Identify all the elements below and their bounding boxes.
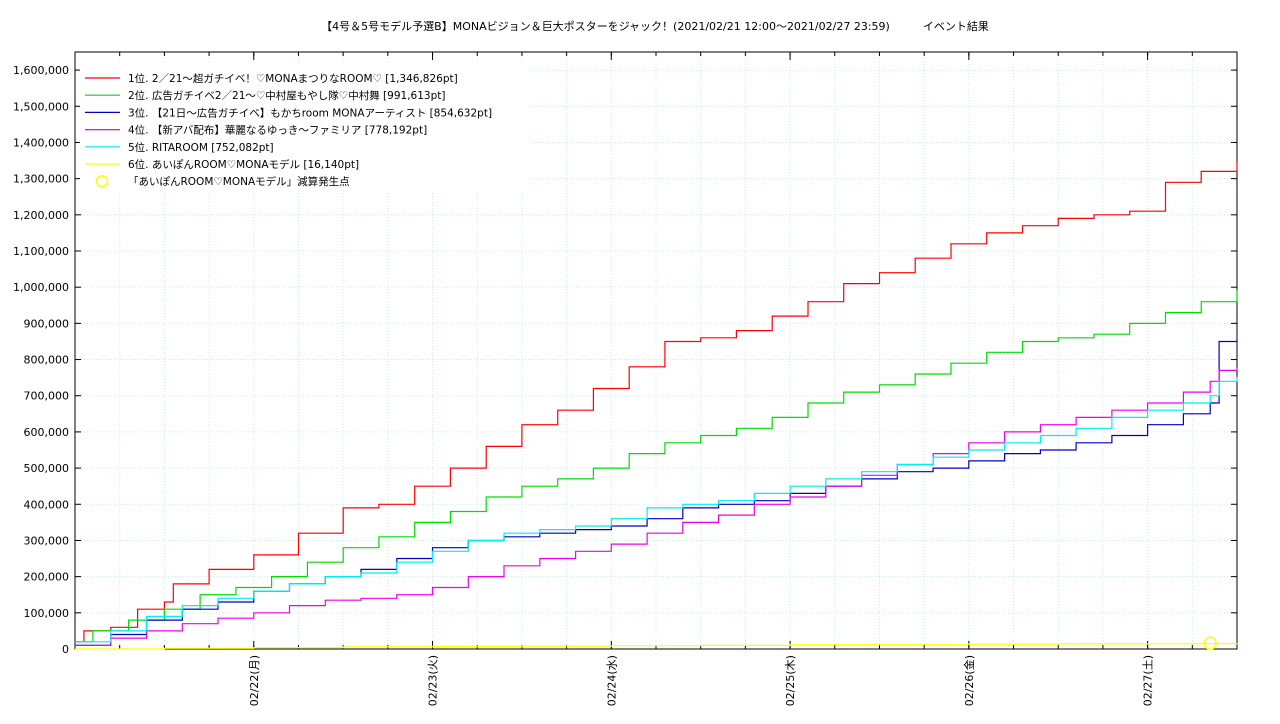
axes: 0 100,000 200,000 300,000 400,000 500,000 600,… xyxy=(13,51,1238,706)
y-tick-label: 1,400,000 xyxy=(13,136,69,149)
y-tick-label: 500,000 xyxy=(24,462,70,475)
y-tick-label: 1,100,000 xyxy=(13,245,69,258)
legend: 1位. 2／21〜超ガチイベ！♡MONAまつりなROOM♡ [1,346,826… xyxy=(80,64,530,192)
annotations xyxy=(1203,636,1217,650)
legend-label: 4位. 【新アバ配布】華麗なるゆっき〜ファミリア [778,192pt] xyxy=(128,124,427,137)
legend-marker xyxy=(95,174,109,188)
y-tick-label: 1,600,000 xyxy=(13,64,69,77)
series-line-5 xyxy=(75,376,1238,643)
annotation-marker xyxy=(1203,636,1217,650)
series-line-6 xyxy=(75,643,1238,650)
series-line-1 xyxy=(75,161,1238,643)
legend-background xyxy=(80,64,530,192)
x-tick-label: 02/27(土) xyxy=(1142,655,1155,706)
plot-frame xyxy=(74,51,1238,650)
x-tick-label: 02/26(金) xyxy=(962,655,976,706)
y-tick-label: 600,000 xyxy=(24,426,70,439)
y-tick-label: 900,000 xyxy=(24,317,70,330)
x-tick-label: 02/22(月) xyxy=(248,655,261,706)
y-tick-label: 400,000 xyxy=(24,498,70,511)
y-tick-label: 1,200,000 xyxy=(13,209,69,222)
y-tick-label: 200,000 xyxy=(24,571,70,584)
y-tick-label: 800,000 xyxy=(24,354,70,367)
y-tick-label: 100,000 xyxy=(24,607,70,620)
y-tick-label: 0 xyxy=(62,643,69,656)
y-tick-label: 1,500,000 xyxy=(13,100,69,113)
series-line-2 xyxy=(75,290,1238,643)
y-tick-label: 1,300,000 xyxy=(13,173,69,186)
x-tick-label: 02/25(木) xyxy=(784,655,797,706)
legend-label: 6位. あいぽんROOM♡MONAモデル [16,140pt] xyxy=(128,158,359,171)
series-line-4 xyxy=(75,367,1238,646)
x-tick-label: 02/24(水) xyxy=(605,655,618,706)
legend-label: 「あいぽんROOM♡MONAモデル」減算発生点 xyxy=(128,175,350,188)
chart-title: 【4号＆5号モデル予選B】MONAビジョン＆巨大ポスターをジャック！(2021/… xyxy=(321,19,989,33)
y-tick-label: 300,000 xyxy=(24,534,70,547)
y-tick-label: 700,000 xyxy=(24,390,70,403)
series-lines xyxy=(75,161,1238,650)
legend-label: 2位. 広告ガチイベ2／21〜♡中村屋もやし隊♡中村舞 [991,613pt] xyxy=(128,89,445,102)
legend-label: 1位. 2／21〜超ガチイベ！♡MONAまつりなROOM♡ [1,346,826… xyxy=(128,72,458,85)
legend-label: 3位. 【21日〜広告ガチイベ】もかちroom MONAアーティスト [854,… xyxy=(128,106,492,119)
x-tick-label: 02/23(火) xyxy=(427,655,440,706)
legend-label: 5位. RITAROOM [752,082pt] xyxy=(128,141,274,154)
y-tick-label: 1,000,000 xyxy=(13,281,69,294)
